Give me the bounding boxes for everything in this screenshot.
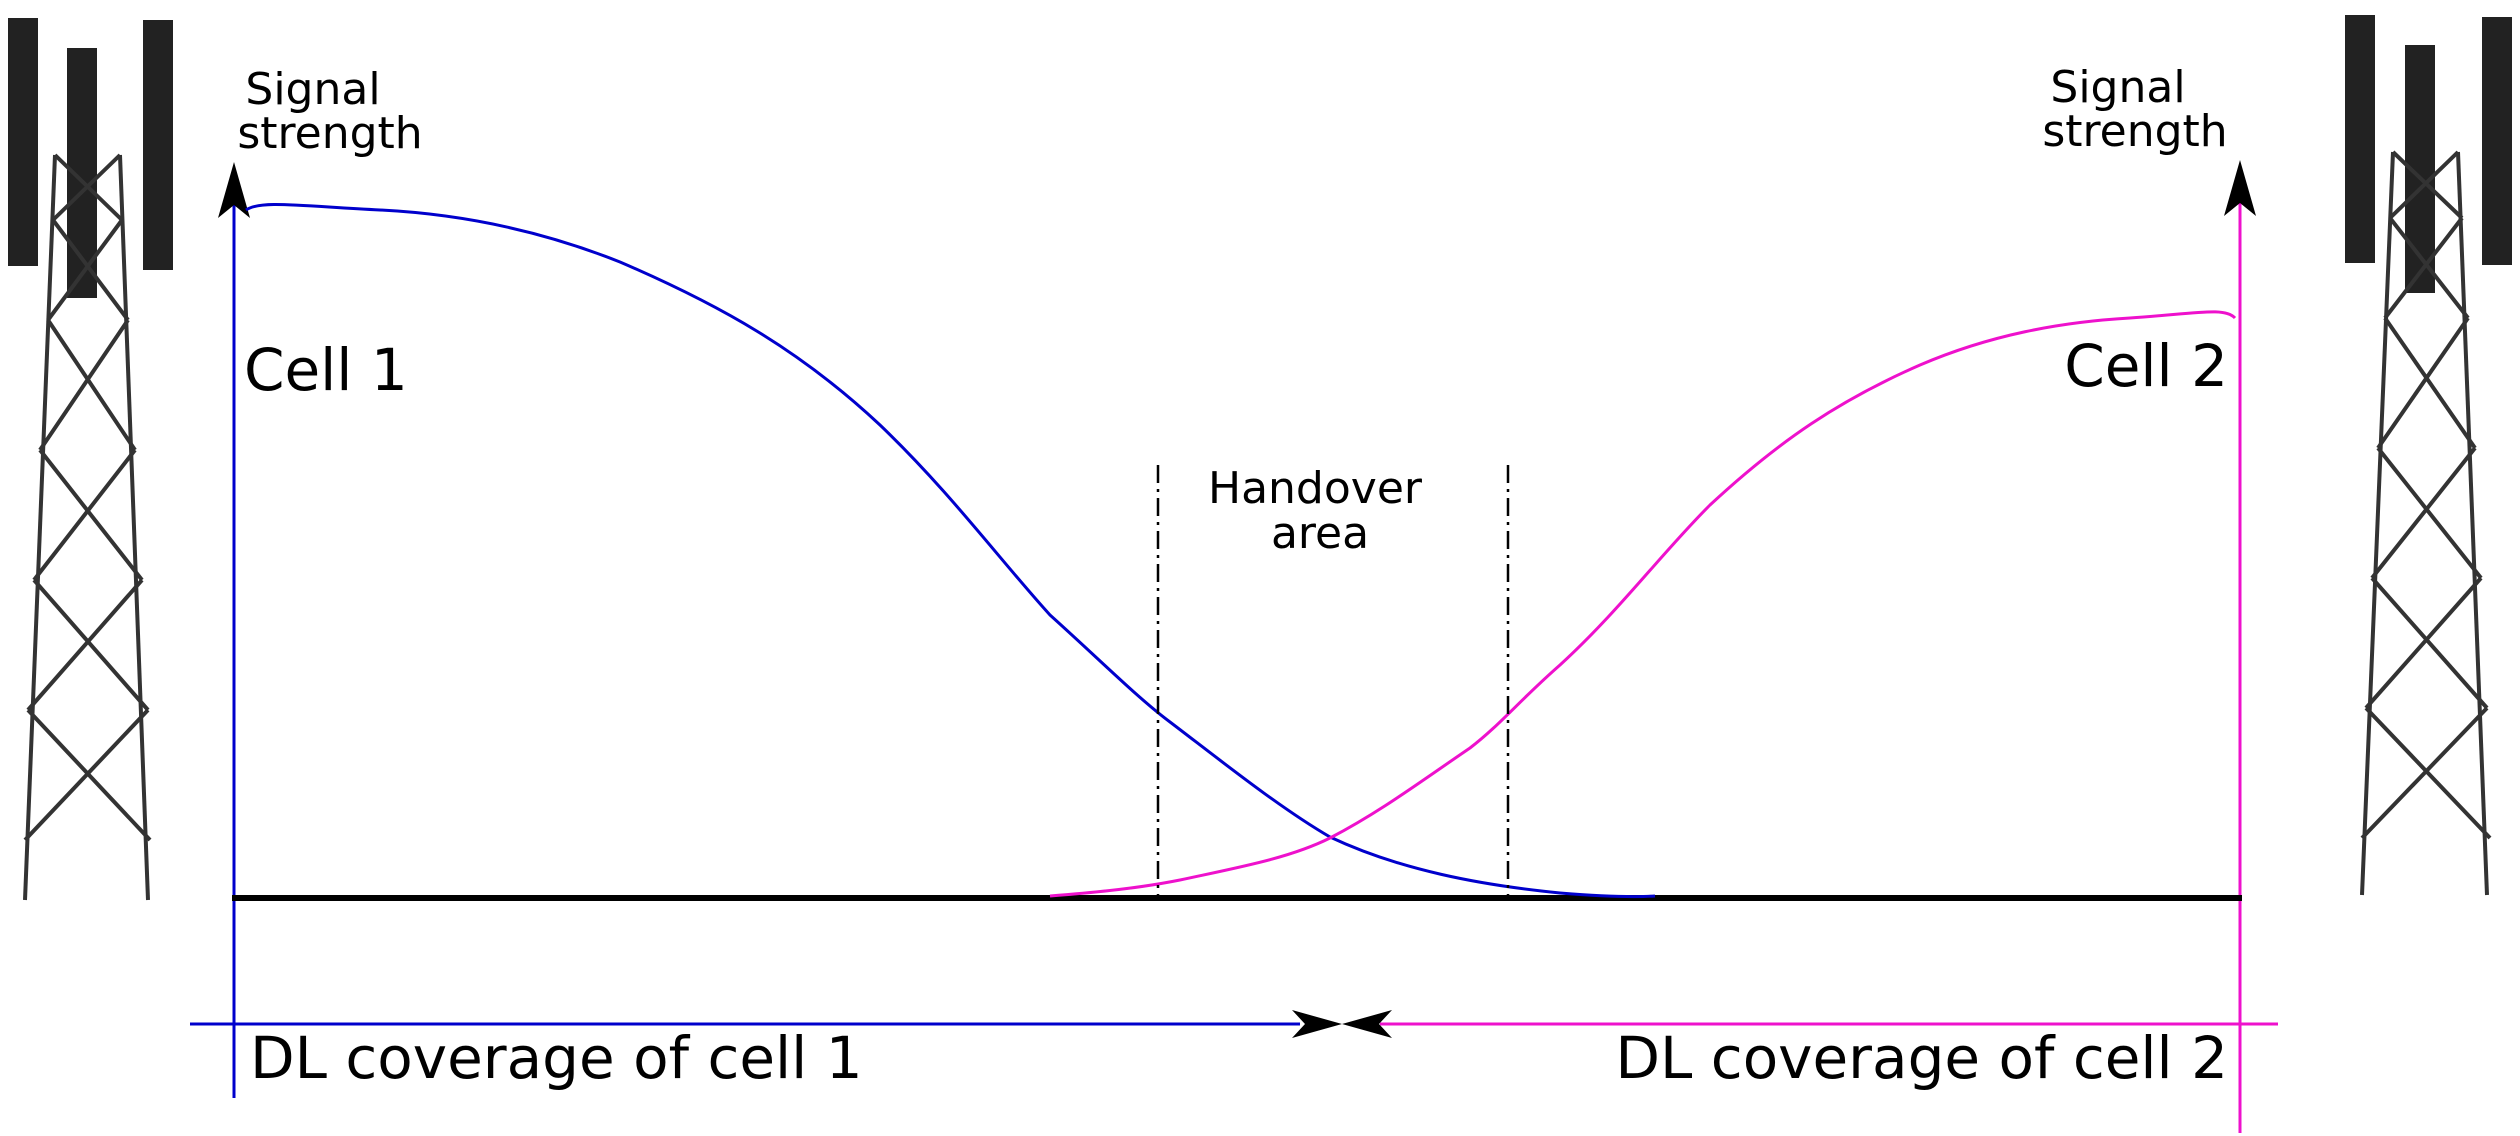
signal-strength-label-left: Signal strength xyxy=(237,64,422,159)
right-signal-axis xyxy=(2224,160,2256,1133)
dl-coverage-cell1-arrow xyxy=(190,1010,1342,1038)
signal-strength-label-right: Signal strength xyxy=(2042,62,2227,157)
handover-area-label: Handover area xyxy=(1208,463,1436,559)
dl-coverage-cell1-label: DL coverage of cell 1 xyxy=(250,1024,863,1092)
left-cell-tower-icon xyxy=(8,18,173,901)
dl-coverage-cell2-label: DL coverage of cell 2 xyxy=(1615,1024,2228,1092)
cell2-signal-curve xyxy=(1049,310,2237,898)
cell2-label: Cell 2 xyxy=(2064,332,2228,400)
dl-coverage-cell2-arrow xyxy=(1342,1010,2278,1038)
left-signal-axis xyxy=(218,162,250,1098)
cell1-signal-curve xyxy=(245,203,1656,899)
cell1-label: Cell 1 xyxy=(244,336,408,404)
right-cell-tower-icon xyxy=(2345,15,2512,896)
